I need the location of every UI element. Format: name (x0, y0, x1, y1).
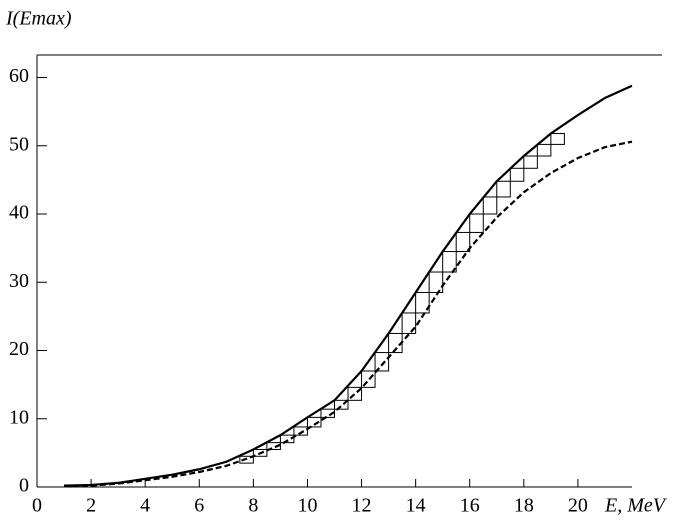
x-tick-label: 2 (86, 495, 96, 517)
histogram-bar (509, 167, 525, 182)
histogram-bar (334, 399, 349, 410)
x-tick-label: 6 (194, 495, 204, 517)
curve (64, 84, 633, 487)
x-tick-label: 18 (514, 495, 534, 517)
x-tick-label: 0 (32, 495, 42, 517)
histogram-bar (442, 251, 457, 273)
y-tick-label: 30 (9, 270, 29, 292)
histogram-bar (550, 132, 565, 145)
y-tick-label: 50 (9, 133, 29, 155)
histogram-bar (374, 352, 390, 372)
x-tick-label: 10 (297, 495, 317, 517)
y-tick-label: 20 (9, 338, 29, 360)
y-axis-label: I(Emax) (5, 8, 72, 30)
histogram-bar (428, 271, 444, 293)
histogram-bar (361, 370, 376, 388)
x-tick-label: 16 (460, 495, 480, 517)
histogram-bar (469, 213, 484, 233)
x-axis-label: E, MeV (604, 495, 668, 517)
x-tick-label: 8 (248, 495, 258, 517)
histogram-bar (320, 408, 335, 418)
histogram-bar (293, 426, 308, 436)
histogram-bar (401, 312, 417, 334)
y-tick-label: 60 (9, 65, 29, 87)
y-tick-label: 40 (9, 202, 29, 224)
histogram-bar (279, 434, 295, 444)
histogram-bar (252, 448, 268, 457)
histogram-bar (536, 143, 552, 157)
histogram-bar (415, 291, 430, 314)
x-tick-label: 12 (352, 495, 372, 517)
histogram-bar (482, 196, 498, 215)
histogram-bar (496, 180, 511, 198)
histogram-bar (239, 455, 254, 464)
histogram-bar (455, 231, 471, 253)
x-tick-label: 4 (140, 495, 150, 517)
x-tick-label: 20 (568, 495, 588, 517)
histogram-bar (523, 155, 538, 169)
curve (64, 140, 633, 488)
histogram-bar (347, 386, 363, 401)
histogram-bar (266, 442, 281, 450)
y-tick-label: 0 (19, 475, 29, 497)
histogram-bar (306, 416, 322, 428)
histogram-bar (388, 332, 403, 354)
y-tick-label: 10 (9, 406, 29, 428)
x-tick-label: 14 (406, 495, 426, 517)
